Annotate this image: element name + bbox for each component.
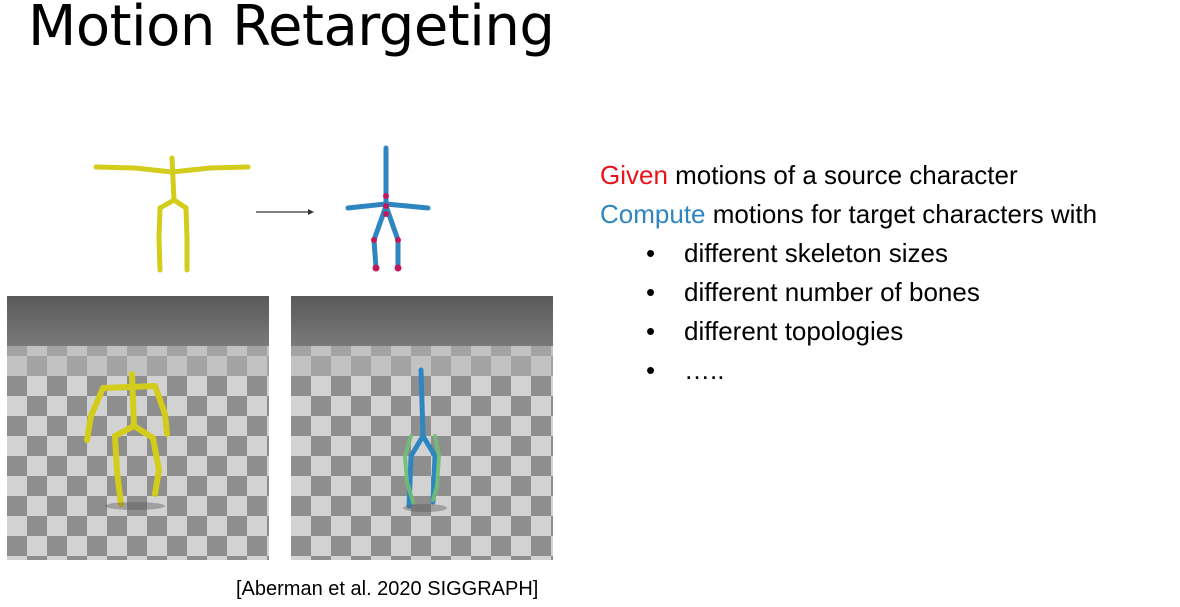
slide-title: Motion Retargeting [28, 0, 555, 59]
given-text: motions of a source character [667, 160, 1018, 190]
given-keyword: Given [600, 160, 668, 190]
given-line: Given motions of a source character [600, 156, 1097, 195]
compute-text: motions for target characters with [705, 199, 1098, 229]
list-item-text: different topologies [684, 316, 904, 346]
target-character-scene [291, 296, 553, 560]
list-item: • different topologies [646, 312, 1097, 351]
bullet-icon: • [646, 277, 656, 307]
compute-line: Compute motions for target characters wi… [600, 195, 1097, 234]
difference-list: • different skeleton sizes • different num… [600, 234, 1097, 390]
source-skeleton-tpose [93, 155, 251, 273]
description-points: Given motions of a source character Comp… [600, 156, 1097, 390]
bullet-icon: • [646, 316, 656, 346]
list-item: • different number of bones [646, 273, 1097, 312]
list-item-text: different skeleton sizes [684, 238, 948, 268]
bullet-icon: • [646, 238, 656, 268]
arrow-icon [256, 209, 314, 215]
list-item: • different skeleton sizes [646, 234, 1097, 273]
list-item: • ….. [646, 351, 1097, 390]
source-character-scene [7, 296, 269, 560]
list-item-text: different number of bones [684, 277, 980, 307]
citation: [Aberman et al. 2020 SIGGRAPH] [236, 578, 539, 600]
target-skeleton-tpose [345, 145, 431, 272]
compute-keyword: Compute [600, 199, 706, 229]
bullet-icon: • [646, 355, 656, 385]
list-item-text: ….. [684, 355, 725, 385]
